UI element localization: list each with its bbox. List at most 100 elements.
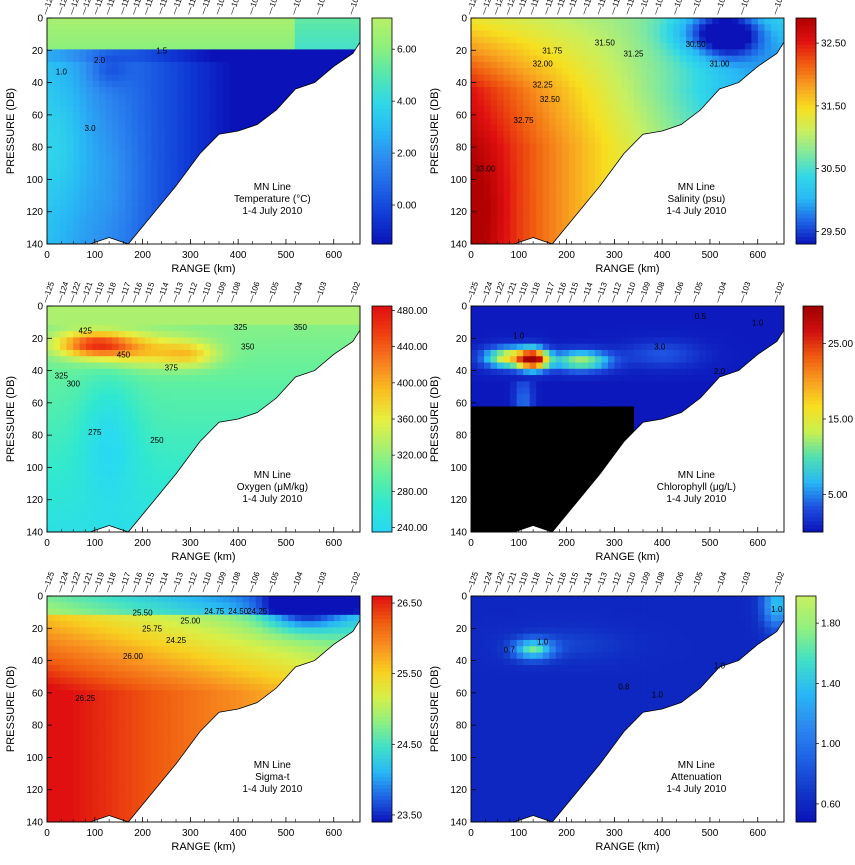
field-cell xyxy=(745,150,752,157)
field-cell xyxy=(771,37,778,44)
field-cell xyxy=(119,375,126,382)
field-cell xyxy=(73,501,80,508)
field-cell xyxy=(321,24,328,31)
field-cell xyxy=(523,93,530,100)
field-cell xyxy=(197,43,204,50)
field-cell xyxy=(295,43,302,50)
field-cell xyxy=(47,381,54,388)
field-cell xyxy=(80,112,87,119)
field-cell xyxy=(151,325,158,332)
field-cell xyxy=(699,162,706,169)
field-cell xyxy=(628,225,635,232)
field-cell xyxy=(93,206,100,213)
field-cell xyxy=(249,100,256,107)
field-cell xyxy=(80,188,87,195)
field-cell xyxy=(158,118,165,125)
field-cell xyxy=(125,118,132,125)
field-cell xyxy=(112,75,119,82)
field-cell xyxy=(230,394,237,401)
field-cell xyxy=(190,31,197,38)
field-cell xyxy=(667,87,674,94)
field-cell xyxy=(732,231,739,238)
field-cell xyxy=(628,231,635,238)
field-cell xyxy=(54,356,61,363)
field-cell xyxy=(725,106,732,113)
colorbar-segment xyxy=(372,41,392,45)
field-cell xyxy=(321,137,328,144)
field-cell xyxy=(758,31,765,38)
field-cell xyxy=(601,150,608,157)
field-cell xyxy=(54,337,61,344)
field-cell xyxy=(73,319,80,326)
field-cell xyxy=(249,507,256,514)
field-cell xyxy=(171,87,178,94)
station-label: —105 xyxy=(265,0,281,16)
field-cell xyxy=(667,144,674,151)
field-cell xyxy=(47,87,54,94)
field-cell xyxy=(93,37,100,44)
field-cell xyxy=(764,100,771,107)
field-cell xyxy=(510,150,517,157)
field-cell xyxy=(99,81,106,88)
field-cell xyxy=(478,49,485,56)
y-axis-label: PRESSURE (DB) xyxy=(429,88,441,174)
field-cell xyxy=(523,37,530,44)
field-cell xyxy=(86,213,93,220)
field-cell xyxy=(693,225,700,232)
field-cell xyxy=(230,144,237,151)
field-cell xyxy=(93,476,100,483)
field-cell xyxy=(73,169,80,176)
field-cell xyxy=(614,18,621,25)
field-cell xyxy=(269,150,276,157)
colorbar-segment xyxy=(372,56,392,60)
field-cell xyxy=(197,194,204,201)
field-cell xyxy=(197,463,204,470)
field-cell xyxy=(125,476,132,483)
field-cell xyxy=(132,144,139,151)
field-cell xyxy=(523,200,530,207)
field-cell xyxy=(73,213,80,220)
field-cell xyxy=(112,112,119,119)
field-cell xyxy=(321,87,328,94)
field-cell xyxy=(112,394,119,401)
field-cell xyxy=(751,131,758,138)
field-cell xyxy=(719,181,726,188)
field-cell xyxy=(164,350,171,357)
field-cell xyxy=(230,87,237,94)
field-cell xyxy=(295,31,302,38)
field-cell xyxy=(256,394,263,401)
field-cell xyxy=(138,49,145,56)
field-cell xyxy=(334,175,341,182)
field-cell xyxy=(262,125,269,132)
field-cell xyxy=(158,125,165,132)
field-cell xyxy=(99,363,106,370)
field-cell xyxy=(243,100,250,107)
field-cell xyxy=(197,219,204,226)
colorbar-tick-label: 32.50 xyxy=(821,39,846,50)
field-cell xyxy=(686,24,693,31)
field-cell xyxy=(647,156,654,163)
field-cell xyxy=(771,62,778,69)
field-cell xyxy=(536,37,543,44)
colorbar: 6.004.002.000.00 xyxy=(372,18,417,245)
field-cell xyxy=(732,112,739,119)
field-cell xyxy=(47,444,54,451)
field-cell xyxy=(517,181,524,188)
field-cell xyxy=(151,381,158,388)
field-cell xyxy=(197,406,204,413)
field-cell xyxy=(184,369,191,376)
field-cell xyxy=(67,325,74,332)
field-cell xyxy=(99,306,106,313)
field-cell xyxy=(497,200,504,207)
field-cell xyxy=(497,112,504,119)
field-cell xyxy=(491,156,498,163)
field-cell xyxy=(125,425,132,432)
field-cell xyxy=(621,100,628,107)
field-cell xyxy=(641,93,648,100)
field-cell xyxy=(647,175,654,182)
field-cell xyxy=(210,369,217,376)
field-cell xyxy=(151,62,158,69)
field-cell xyxy=(256,432,263,439)
field-cell xyxy=(478,219,485,226)
field-cell xyxy=(262,81,269,88)
